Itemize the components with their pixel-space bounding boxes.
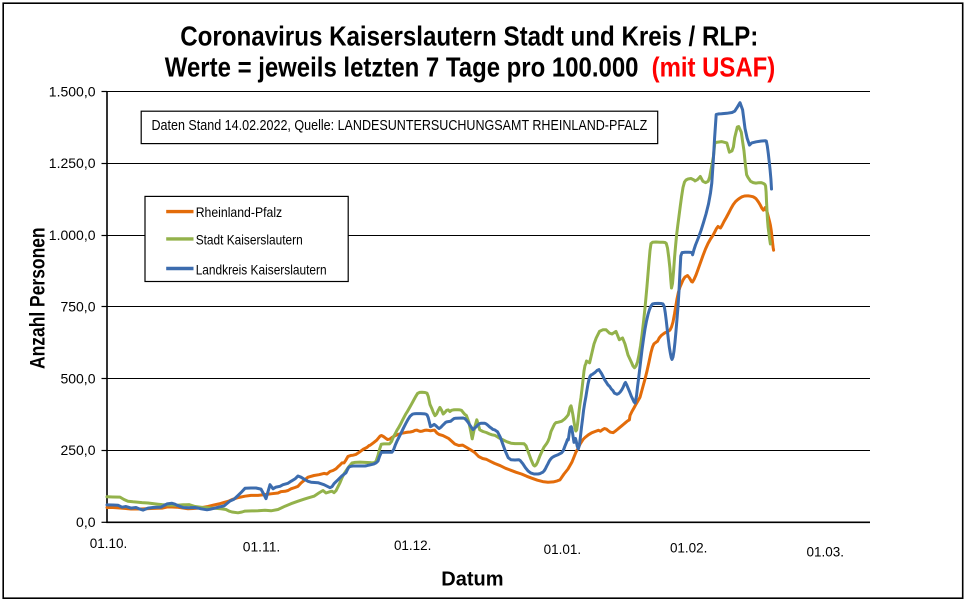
svg-text:750,0: 750,0: [60, 299, 95, 315]
svg-text:01.12.: 01.12.: [394, 537, 432, 553]
svg-text:01.03.: 01.03.: [807, 543, 845, 559]
svg-text:01.11.: 01.11.: [243, 538, 281, 554]
svg-text:1.000,0: 1.000,0: [49, 227, 96, 243]
svg-text:Daten Stand 14.02.2022, Quelle: Daten Stand 14.02.2022, Quelle: LANDESUN…: [152, 117, 648, 134]
svg-text:1.250,0: 1.250,0: [49, 155, 96, 171]
svg-text:01.01.: 01.01.: [544, 541, 582, 557]
svg-text:01.10.: 01.10.: [90, 535, 128, 551]
svg-text:Datum: Datum: [441, 568, 503, 590]
svg-text:Stadt Kaiserslautern: Stadt Kaiserslautern: [196, 232, 303, 248]
svg-text:Rheinland-Pfalz: Rheinland-Pfalz: [196, 204, 283, 220]
svg-text:Werte = jeweils letzten 7 Tage: Werte = jeweils letzten 7 Tage pro 100.0…: [165, 52, 639, 83]
svg-text:1.500,0: 1.500,0: [49, 83, 96, 99]
svg-text:500,0: 500,0: [60, 370, 95, 386]
svg-text:Coronavirus Kaiserslautern Sta: Coronavirus Kaiserslautern Stadt und Kre…: [180, 21, 758, 52]
svg-text:0,0: 0,0: [76, 514, 96, 530]
svg-text:Landkreis Kaiserslautern: Landkreis Kaiserslautern: [196, 262, 327, 278]
svg-text:250,0: 250,0: [60, 442, 95, 458]
svg-text:(mit USAF): (mit USAF): [652, 52, 776, 83]
svg-text:01.02.: 01.02.: [670, 539, 708, 555]
svg-text:Anzahl Personen: Anzahl Personen: [27, 227, 50, 369]
